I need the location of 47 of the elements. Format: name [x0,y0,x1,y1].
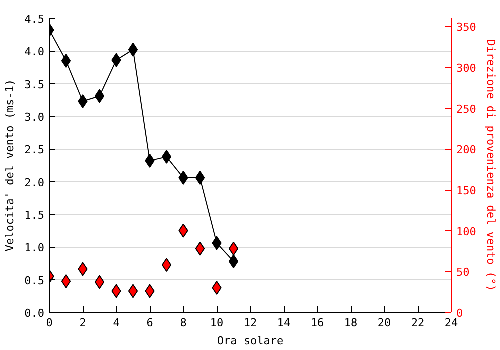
x-tick-label: 4 [113,316,120,330]
y-tick-label: 2.5 [24,144,45,157]
point [195,242,206,256]
y-tick-label: 0.0 [24,307,45,320]
point [195,170,206,185]
y-tick-label: 1.5 [24,209,45,222]
point [94,89,105,104]
point [61,54,72,68]
point [61,274,72,288]
y-tick-label: 0.5 [24,274,45,288]
point [162,150,172,164]
y2-tick-label: 50 [456,266,470,280]
x-tick-label: 20 [378,316,392,330]
x-tick-label: 12 [244,316,258,330]
point [162,258,172,272]
x-tick-label: 22 [411,316,425,330]
x-axis-title: Ora solare [217,334,284,348]
y-tick-label: 3.0 [24,111,45,124]
y2-tick-label: 150 [456,184,476,198]
x-tick-label: 16 [310,316,324,330]
x-tick-label: 6 [146,316,154,330]
x-tick-label: 24 [444,316,458,330]
x-tick-label: 18 [344,316,358,330]
y2-tick-label: 250 [456,102,476,116]
y2-tick-label: 350 [456,21,476,34]
point [128,284,138,298]
point [228,242,239,256]
y-tick-label: 1.0 [24,242,45,255]
x-tick-label: 2 [80,316,86,330]
x-tick-label: 10 [210,316,224,330]
y-tick-label: 3.5 [24,78,45,92]
y-axis-title: Velocita' del vento (ms-1) [4,79,17,252]
x-tick-label: 14 [277,316,291,330]
y-tick-label: 2.0 [24,176,45,190]
point [128,42,138,57]
y2-tick-label: 100 [456,225,476,238]
x-tick-label: 0 [46,316,53,330]
y2-tick-label: 0 [456,307,464,320]
point [94,275,105,290]
y2-tick-label: 300 [456,62,476,75]
point [228,254,239,269]
y2-axis-title: Direzione di provenienza del vento (°) [484,40,498,292]
point [212,281,222,295]
x-tick-label: 8 [180,316,187,330]
y-tick-label: 4.5 [24,13,45,26]
y2-tick-label: 200 [456,144,476,157]
y-tick-label: 4.0 [24,46,45,59]
